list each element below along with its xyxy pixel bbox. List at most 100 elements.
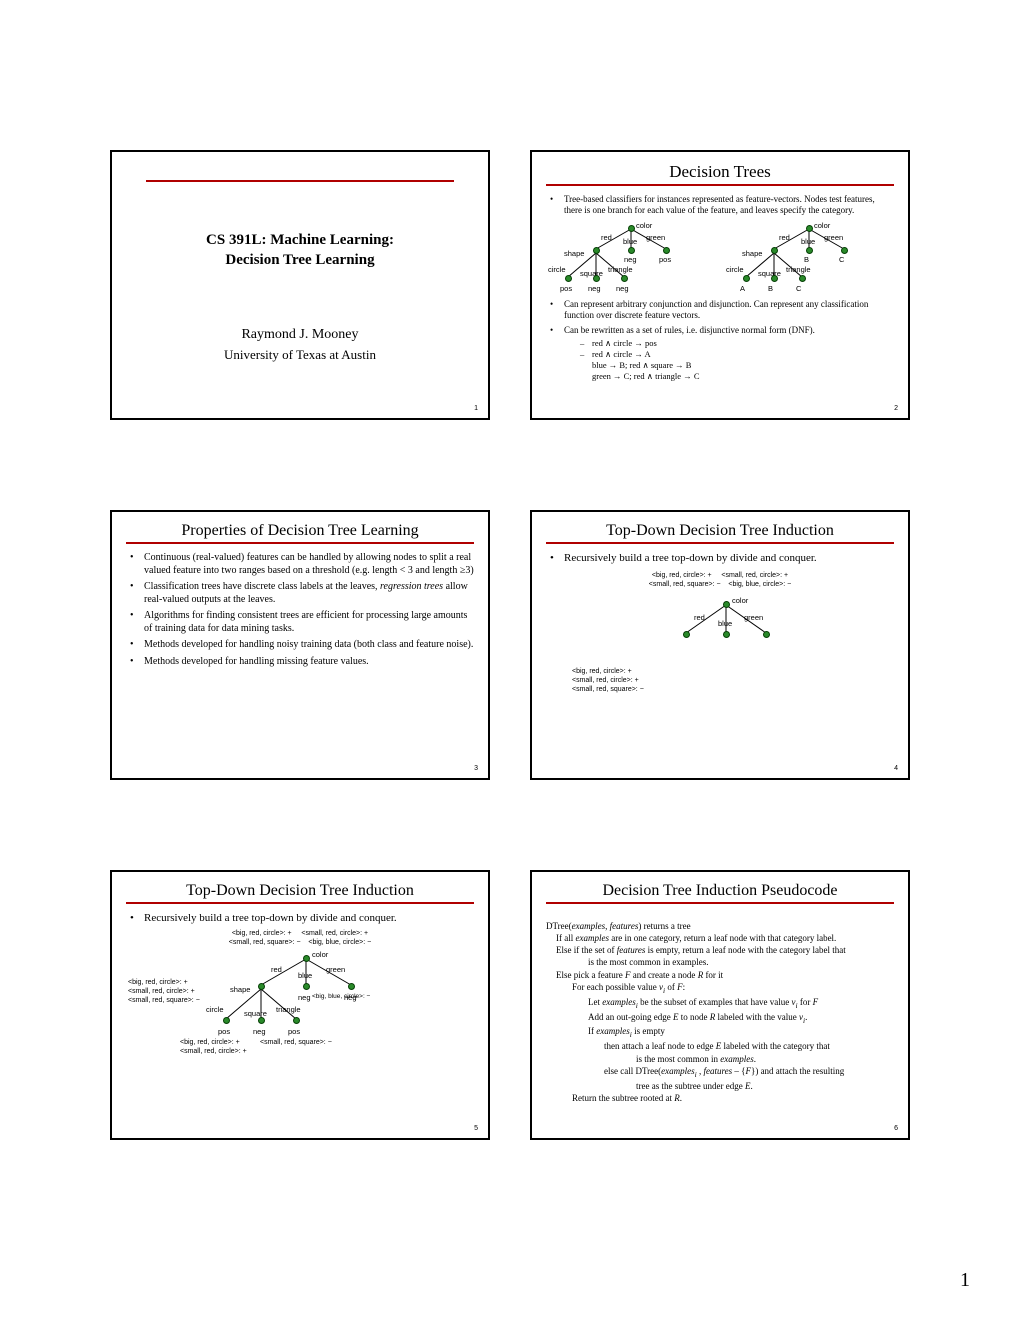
t: labeled with the category that xyxy=(721,1041,830,1051)
ex: <small, red, circle>: + xyxy=(721,572,788,579)
node xyxy=(771,275,778,282)
lbl-circle: circle xyxy=(548,265,566,274)
node xyxy=(771,247,778,254)
t: of xyxy=(665,982,677,992)
t: regression trees xyxy=(380,581,443,592)
t: to node xyxy=(678,1012,709,1022)
t: for it xyxy=(703,970,723,980)
line: DTree(examples, features) returns a tree xyxy=(546,920,894,932)
lbl-pos: pos xyxy=(560,284,572,293)
node xyxy=(628,247,635,254)
lbl-color: color xyxy=(814,221,830,230)
lbl-shape: shape xyxy=(564,249,584,258)
t: Else if the set of xyxy=(556,945,617,955)
lbl-pos: pos xyxy=(218,1027,230,1036)
ex: <big, red, circle>: + xyxy=(652,572,712,579)
lbl-blue: blue xyxy=(801,237,815,246)
blue-ex: <big, blue, circle>: − xyxy=(312,993,370,1000)
t: is empty, return a leaf node with the ca… xyxy=(645,945,845,955)
t: If xyxy=(588,1026,596,1036)
bullet-list: Can represent arbitrary conjunction and … xyxy=(546,299,894,383)
ex: <small, red, square>: − xyxy=(128,997,200,1004)
node xyxy=(799,275,806,282)
lbl-neg: neg xyxy=(253,1027,266,1036)
edges xyxy=(724,221,904,299)
line: Let examplesi be the subset of examples … xyxy=(546,996,894,1011)
t: Classification trees have discrete class… xyxy=(144,581,380,592)
rule xyxy=(146,180,454,182)
t: examples xyxy=(602,997,636,1007)
bullet: Algorithms for finding consistent trees … xyxy=(130,610,474,635)
node xyxy=(806,247,813,254)
line: tree as the subtree under edge E. xyxy=(546,1080,894,1092)
t: – { xyxy=(732,1066,745,1076)
slide-1-title: CS 391L: Machine Learning: Decision Tree… xyxy=(126,230,474,271)
lbl-color: color xyxy=(312,950,328,959)
bullet: Methods developed for handling missing f… xyxy=(130,656,474,669)
title-line-2: Decision Tree Learning xyxy=(225,252,374,268)
t: R xyxy=(674,1093,680,1103)
lbl-neg: neg xyxy=(298,993,311,1002)
slide-number: 6 xyxy=(894,1125,898,1132)
bullet: Recursively build a tree top-down by div… xyxy=(550,552,894,566)
title-line-1: CS 391L: Machine Learning: xyxy=(206,232,394,248)
lbl-shape: shape xyxy=(742,249,762,258)
line: else call DTree(examplesi , features – {… xyxy=(546,1065,894,1080)
t: examples xyxy=(720,1054,754,1064)
line: then attach a leaf node to edge E labele… xyxy=(546,1040,894,1052)
rule-line: blue → B; red ∧ square → B xyxy=(564,360,894,371)
line: is the most common in examples. xyxy=(546,1053,894,1065)
line: If all examples are in one category, ret… xyxy=(546,932,894,944)
text: Can be rewritten as a set of rules, i.e.… xyxy=(564,325,815,335)
t: and create a node xyxy=(630,970,697,980)
page-number: 1 xyxy=(960,1269,970,1292)
t: is empty xyxy=(632,1026,665,1036)
rule-line: red ∧ circle → pos xyxy=(580,338,894,349)
line: Add an out-going edge E to node R labele… xyxy=(546,1011,894,1026)
node xyxy=(621,275,628,282)
t: for xyxy=(798,997,813,1007)
t: examples xyxy=(576,933,610,943)
line: For each possible value vi of F: xyxy=(546,981,894,996)
t: For each possible value xyxy=(572,982,659,992)
t: examples xyxy=(596,1026,630,1036)
t: Let xyxy=(588,997,602,1007)
lbl-color: color xyxy=(732,596,748,605)
red-subset: <big, red, circle>: + <small, red, circl… xyxy=(572,668,644,694)
tree-diagram: color red blue green shape neg neg <big,… xyxy=(126,949,474,1069)
node xyxy=(628,225,635,232)
node xyxy=(663,247,670,254)
t: features xyxy=(617,945,646,955)
line: Return the subtree rooted at R. xyxy=(546,1092,894,1104)
t: examples xyxy=(661,1066,695,1076)
slide-4-title: Top-Down Decision Tree Induction xyxy=(546,522,894,540)
tree-diagram: color red blue green xyxy=(546,593,894,663)
rule xyxy=(126,542,474,544)
lbl-blue: blue xyxy=(623,237,637,246)
node xyxy=(841,247,848,254)
t: features xyxy=(704,1066,733,1076)
ex: <small, red, square>: − xyxy=(572,686,644,693)
lbl-A: A xyxy=(740,284,745,293)
examples: <big, red, circle>: + <small, red, circl… xyxy=(126,930,474,948)
lbl-shape: shape xyxy=(230,985,250,994)
ex: <big, red, circle>: + xyxy=(180,1039,240,1046)
t: F xyxy=(813,997,819,1007)
t: Return the subtree rooted at xyxy=(572,1093,674,1103)
lbl-circle: circle xyxy=(726,265,744,274)
circle-subset: <big, red, circle>: + <small, red, circl… xyxy=(180,1039,247,1057)
slide-number: 4 xyxy=(894,765,898,772)
lbl-triangle: triangle xyxy=(786,265,811,274)
t: features xyxy=(610,921,639,931)
t: If all xyxy=(556,933,576,943)
pseudocode: DTree(examples, features) returns a tree… xyxy=(546,920,894,1104)
bullet-list: Recursively build a tree top-down by div… xyxy=(546,552,894,566)
slide-5-title: Top-Down Decision Tree Induction xyxy=(126,882,474,900)
slide-2: Decision Trees Tree-based classifiers fo… xyxy=(530,150,910,420)
lbl-neg: neg xyxy=(588,284,601,293)
t: DTree( xyxy=(546,921,572,931)
bullet: Classification trees have discrete class… xyxy=(130,581,474,606)
lbl-triangle: triangle xyxy=(276,1005,301,1014)
square-subset: <small, red, square>: − xyxy=(260,1039,332,1048)
slide-5: Top-Down Decision Tree Induction Recursi… xyxy=(110,870,490,1140)
